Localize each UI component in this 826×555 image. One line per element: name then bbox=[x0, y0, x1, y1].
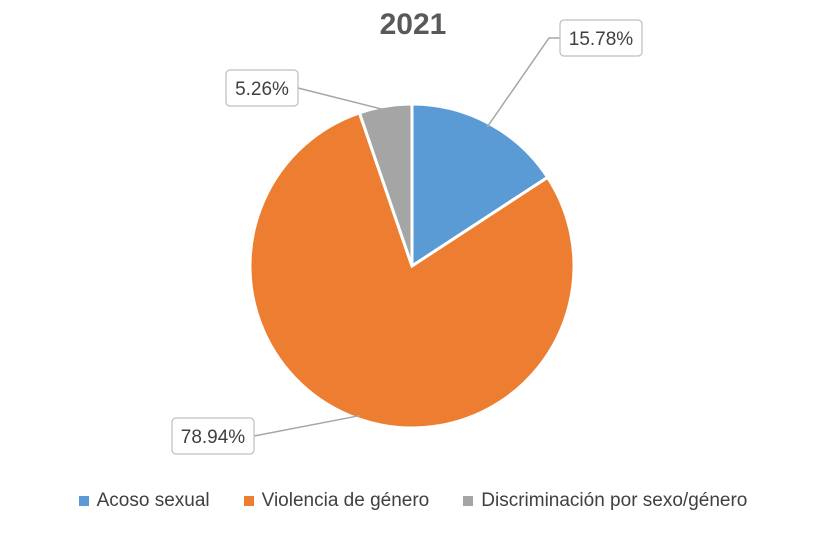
data-label-box bbox=[559, 19, 643, 57]
legend-item-violencia-de-genero: Violencia de género bbox=[243, 490, 430, 512]
slice-discriminacion bbox=[357, 102, 414, 267]
legend-swatch bbox=[243, 496, 254, 506]
leader-line bbox=[486, 37, 560, 128]
legend-swatch bbox=[463, 496, 474, 506]
legend-label: Acoso sexual bbox=[96, 490, 210, 511]
legend: Acoso sexual Violencia de género Discrim… bbox=[0, 490, 826, 512]
legend-swatch bbox=[78, 496, 89, 506]
legend-item-discriminacion: Discriminación por sexo/género bbox=[463, 490, 747, 512]
data-label: 78.94% bbox=[181, 427, 246, 448]
leader-line bbox=[297, 87, 387, 111]
legend-item-acoso-sexual: Acoso sexual bbox=[78, 490, 210, 512]
legend-label: Violencia de género bbox=[261, 490, 430, 511]
pie-chart: 15.78% 78.94% 5.26% bbox=[171, 19, 643, 455]
leader-line bbox=[253, 414, 361, 437]
legend-label: Discriminación por sexo/género bbox=[481, 490, 748, 511]
data-label-box bbox=[225, 69, 299, 107]
data-label: 5.26% bbox=[235, 79, 289, 100]
chart-title: 2021 bbox=[379, 8, 447, 41]
data-label: 15.78% bbox=[569, 29, 634, 50]
data-label-box bbox=[171, 417, 255, 455]
slice-violencia-de-genero bbox=[248, 110, 576, 430]
